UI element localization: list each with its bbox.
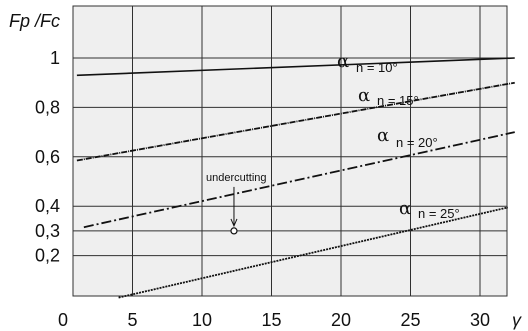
y-tick-label: 1 xyxy=(50,48,60,68)
y-tick-label: 0,3 xyxy=(35,221,60,241)
series-label-alpha20-rest: n = 20° xyxy=(396,135,438,150)
grid xyxy=(72,5,508,297)
series-line-3 xyxy=(83,131,515,229)
x-tick-label: 30 xyxy=(470,310,490,330)
series-line-4 xyxy=(118,206,509,299)
series-label-alpha25-rest: n = 25° xyxy=(418,206,460,221)
x-tick-label: 25 xyxy=(400,310,420,330)
series-label-alpha25: α xyxy=(399,198,411,219)
y-tick-label: 0,4 xyxy=(35,196,60,216)
x-tick-label: 20 xyxy=(331,310,351,330)
annotation-arrowhead xyxy=(230,218,238,228)
tick-labels: 0 5 10 15 20 25 30 1 0,8 0,6 0,4 0,3 0,2 xyxy=(35,48,490,330)
x-tick-label: 0 xyxy=(58,310,68,330)
y-tick-label: 0,2 xyxy=(35,246,60,266)
x-tick-label: 10 xyxy=(192,310,212,330)
plot-background xyxy=(73,6,507,296)
x-tick-label: 15 xyxy=(261,310,281,330)
annotation-point xyxy=(230,227,238,235)
y-tick-label: 0,8 xyxy=(35,97,60,117)
y-axis-title: Fp /Fc xyxy=(9,11,60,31)
series-lines xyxy=(76,57,515,299)
x-axis-title: γ xyxy=(512,310,522,330)
x-tick-label: 5 xyxy=(127,310,137,330)
annotation-label: undercutting xyxy=(206,172,267,184)
series-label-alpha10: α xyxy=(337,51,349,72)
series-line-1 xyxy=(76,57,515,77)
series-line-2 xyxy=(76,81,515,162)
series-label-alpha20: α xyxy=(377,125,389,146)
annotation-marker xyxy=(230,186,238,235)
series-label-alpha15-rest: n = 15° xyxy=(377,93,419,108)
series-label-alpha10-rest: n = 10° xyxy=(356,60,398,75)
plot-frame xyxy=(72,5,508,297)
y-tick-label: 0,6 xyxy=(35,147,60,167)
series-label-alpha15: α xyxy=(358,85,370,106)
